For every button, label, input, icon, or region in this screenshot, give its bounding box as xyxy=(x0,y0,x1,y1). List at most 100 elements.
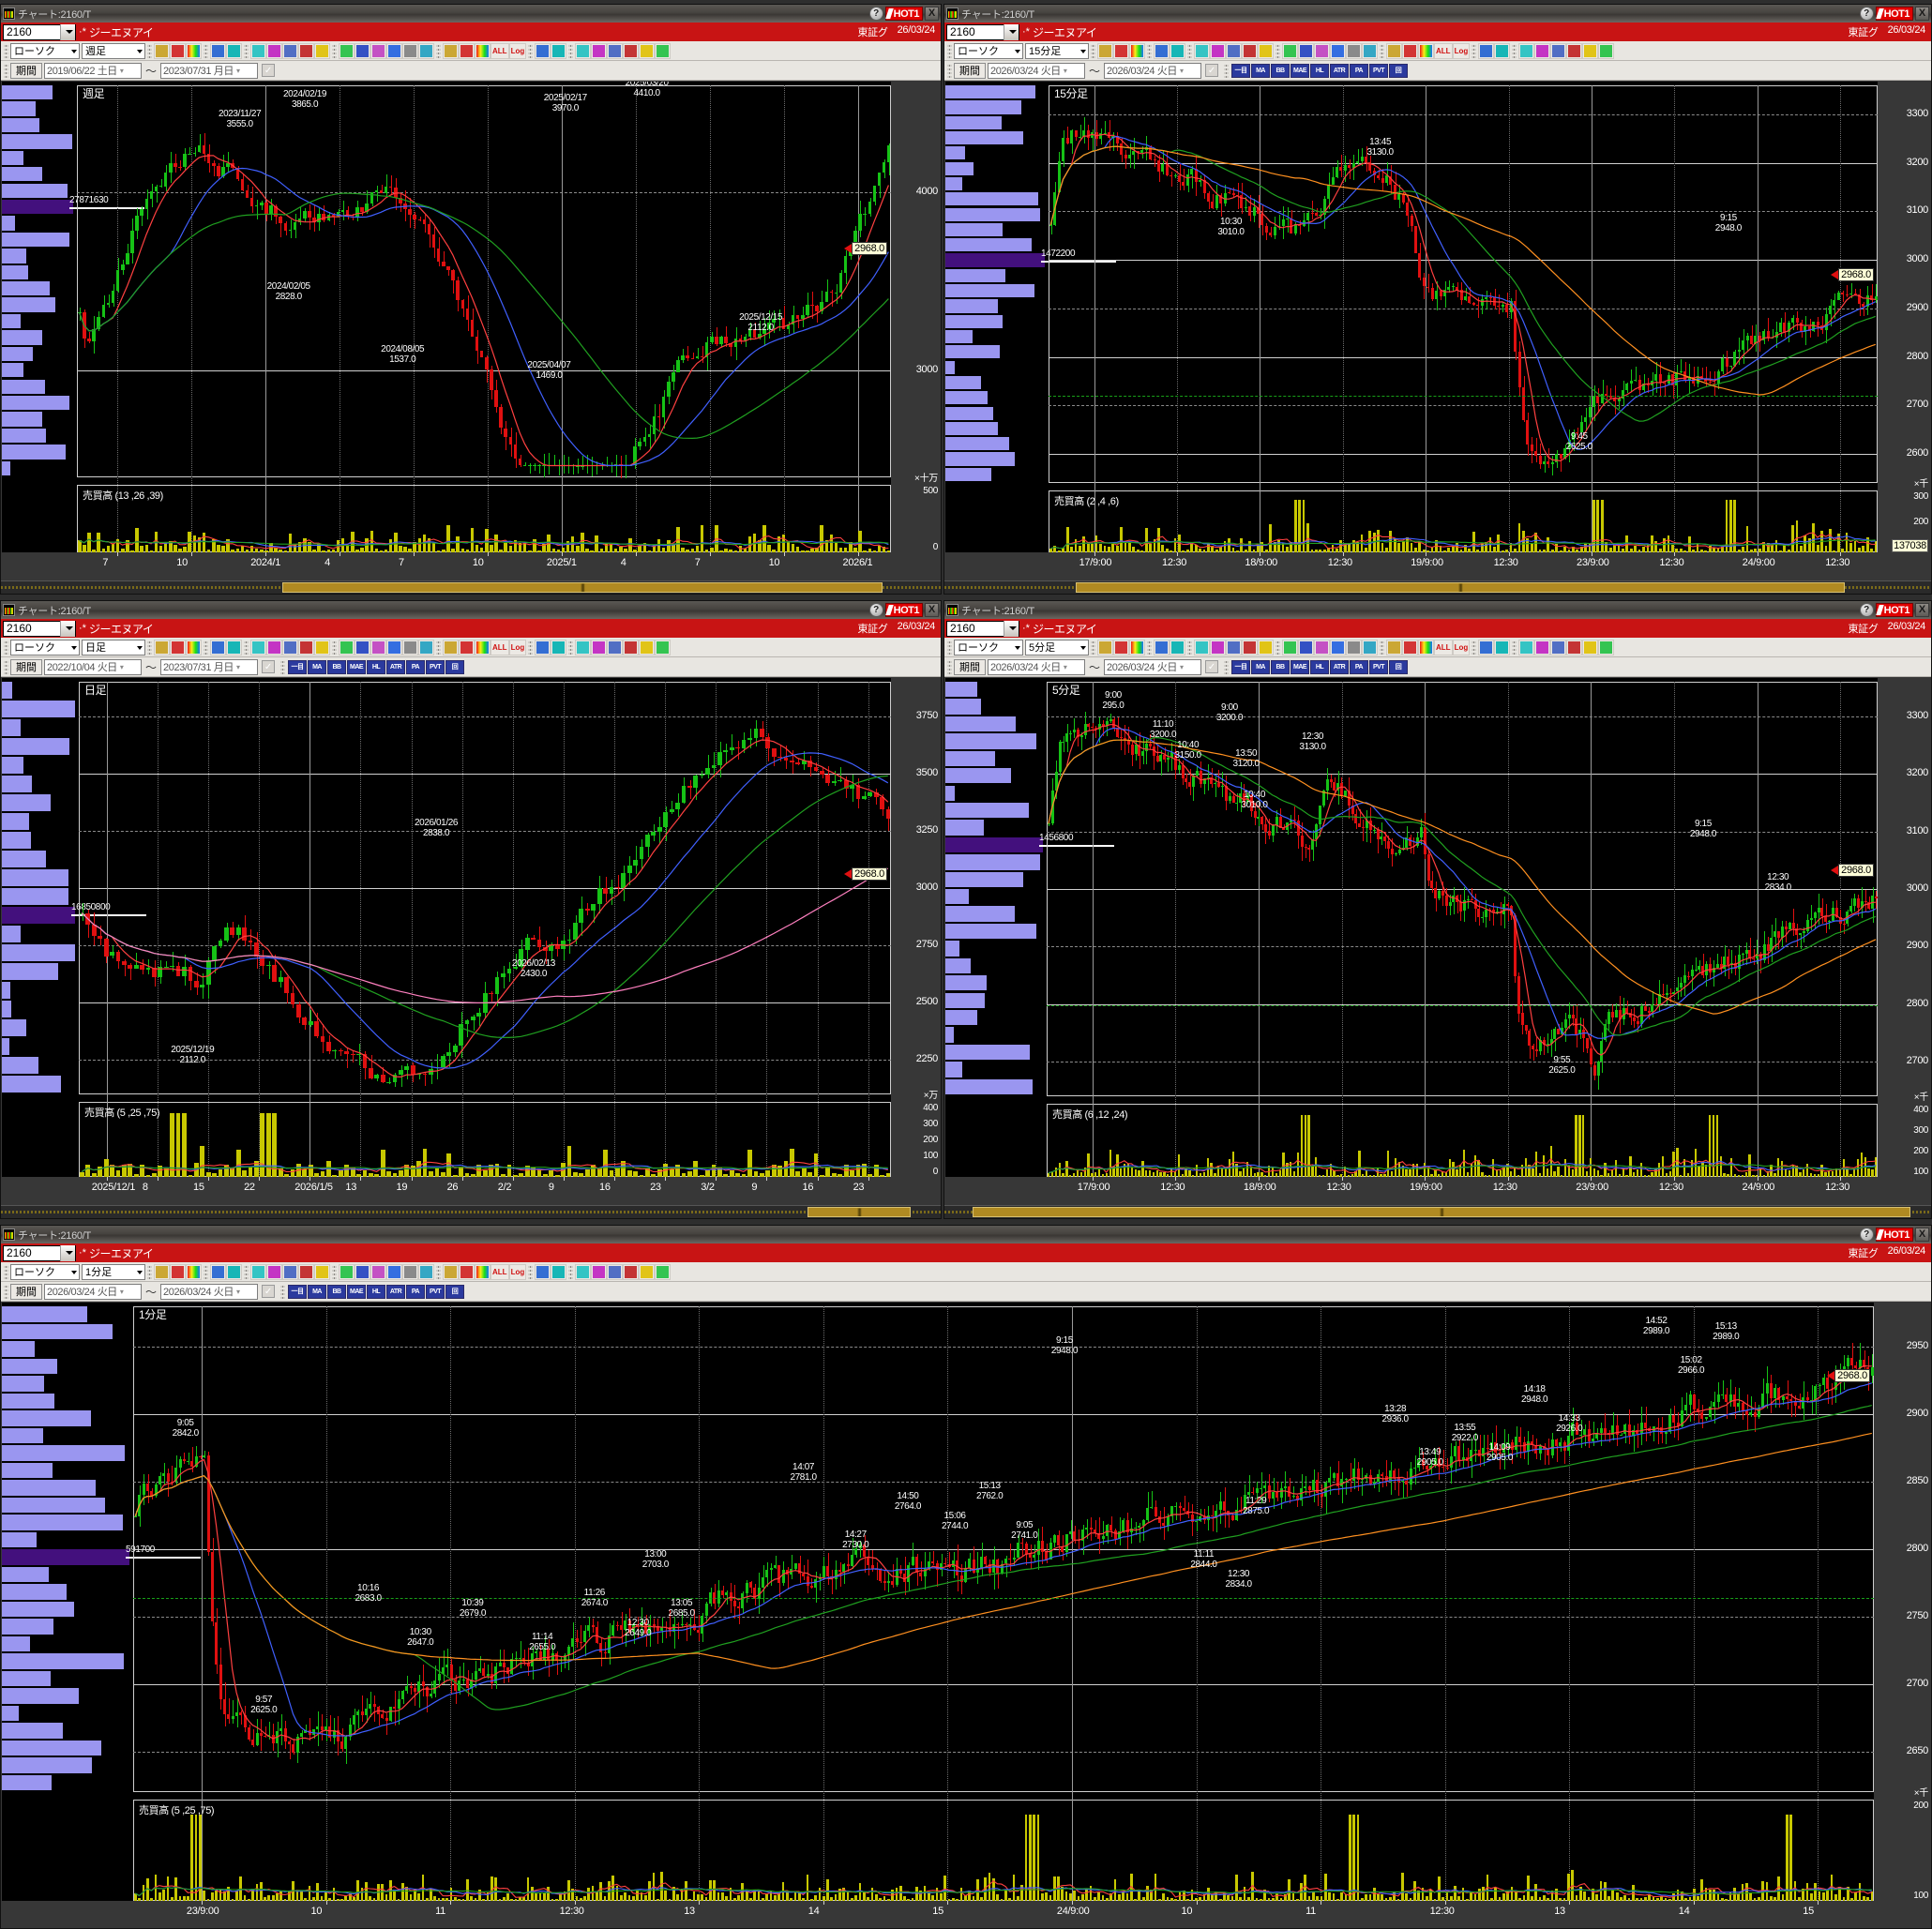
indicator-PVT[interactable]: PVT xyxy=(1369,659,1389,674)
date-from-input[interactable]: 2026/03/24 火日 ▾ xyxy=(988,658,1085,675)
all-icon[interactable] xyxy=(1418,639,1434,656)
list-icon[interactable] xyxy=(1518,42,1535,59)
note-icon[interactable] xyxy=(402,1263,418,1280)
toolbar-row-1[interactable]: ローソク 1分足 ALL Log xyxy=(1,1262,1931,1282)
indicator-MA[interactable]: MA xyxy=(308,1284,327,1299)
split-v-icon[interactable] xyxy=(443,42,459,59)
apply-checkbox[interactable]: ✓ xyxy=(262,660,276,673)
layout1-icon[interactable] xyxy=(1534,42,1551,59)
tool-log-button[interactable]: Log xyxy=(508,42,527,59)
pen-icon[interactable] xyxy=(1113,42,1129,59)
compare-icon[interactable] xyxy=(1242,639,1258,656)
layout5-icon[interactable] xyxy=(655,1263,672,1280)
pointer-icon[interactable] xyxy=(1314,42,1330,59)
indicator-ATR[interactable]: ATR xyxy=(1330,659,1350,674)
indicator-PA[interactable]: PA xyxy=(1350,659,1369,674)
pen-icon[interactable] xyxy=(170,1263,186,1280)
titlebar[interactable]: チャート:2160/T ? HOT1 X xyxy=(1,601,941,619)
scroll-thumb[interactable] xyxy=(282,582,883,593)
toolbar-row-2[interactable]: 期間 2026/03/24 火日 ▾ ～ 2026/03/24 火日 ▾ ✓ 一目 MA BB MA… xyxy=(944,61,1931,81)
symbol-dropdown-icon[interactable] xyxy=(60,620,75,637)
compare-icon[interactable] xyxy=(1242,42,1258,59)
indicator-BB[interactable]: BB xyxy=(1271,63,1291,78)
window-icon[interactable] xyxy=(226,42,242,59)
layout4-icon[interactable] xyxy=(639,1263,656,1280)
layout3-icon[interactable] xyxy=(623,639,640,656)
layout2-icon[interactable] xyxy=(607,42,624,59)
chevron-down-icon[interactable]: ▾ xyxy=(119,662,124,671)
split-v-icon[interactable] xyxy=(1386,639,1402,656)
bars-icon[interactable] xyxy=(282,42,298,59)
compare-icon[interactable] xyxy=(298,1263,314,1280)
symbol-input[interactable]: 2160 xyxy=(946,23,1019,40)
date-from-input[interactable]: 2019/06/22 土日 ▾ xyxy=(44,62,142,79)
split-v-icon[interactable] xyxy=(443,639,459,656)
pen-icon[interactable] xyxy=(170,42,186,59)
log-icon[interactable] xyxy=(535,42,551,59)
bars-icon[interactable] xyxy=(1226,639,1242,656)
cursor-down-icon[interactable] xyxy=(250,1263,266,1280)
help-button[interactable]: ? xyxy=(1859,1228,1874,1242)
layout1-icon[interactable] xyxy=(591,639,608,656)
tool-all-button[interactable]: ALL xyxy=(491,42,509,59)
chart-type-select[interactable]: ローソク xyxy=(10,1263,80,1280)
chart-window-daily[interactable]: チャート:2160/T ? HOT1 X 2160 ·* ジーエヌアイ 東証グ … xyxy=(0,600,942,1219)
pen-icon[interactable] xyxy=(170,639,186,656)
window-icon[interactable] xyxy=(226,1263,242,1280)
indicator-ATR[interactable]: ATR xyxy=(386,659,406,674)
period-button[interactable]: 期間 xyxy=(10,62,42,79)
indicator-PA[interactable]: PA xyxy=(406,659,426,674)
trash-icon[interactable] xyxy=(418,1263,434,1280)
timeframe-select[interactable]: 15分足 xyxy=(1025,42,1089,59)
warning-icon[interactable] xyxy=(314,1263,330,1280)
layout4-icon[interactable] xyxy=(1582,639,1599,656)
indicator-ATR[interactable]: ATR xyxy=(1330,63,1350,78)
symbol-input[interactable]: 2160 xyxy=(946,620,1019,637)
back-arrow-icon[interactable] xyxy=(1330,42,1346,59)
chart-window-weekly[interactable]: チャート:2160/T ? HOT1 X 2160 ·* ジーエヌアイ 東証グ … xyxy=(0,4,942,595)
window-icon[interactable] xyxy=(1170,639,1185,656)
indicator-BB[interactable]: BB xyxy=(327,1284,347,1299)
layout1-icon[interactable] xyxy=(591,1263,608,1280)
note-icon[interactable] xyxy=(402,42,418,59)
magnify2-icon[interactable] xyxy=(1210,42,1226,59)
rainbow-icon[interactable] xyxy=(186,42,202,59)
symbol-dropdown-icon[interactable] xyxy=(60,1244,75,1261)
compare-icon[interactable] xyxy=(298,639,314,656)
compare-icon[interactable] xyxy=(298,42,314,59)
date-from-input[interactable]: 2026/03/24 火日 ▾ xyxy=(44,1283,142,1300)
titlebar[interactable]: チャート:2160/T ? HOT1 X xyxy=(1,1226,1931,1243)
tool-log-button[interactable]: Log xyxy=(1452,639,1471,656)
layout4-icon[interactable] xyxy=(639,42,656,59)
symbol-dropdown-icon[interactable] xyxy=(60,23,75,40)
chevron-down-icon[interactable] xyxy=(137,1270,143,1274)
help-button[interactable]: ? xyxy=(1859,7,1874,21)
indicator-PVT[interactable]: PVT xyxy=(426,659,445,674)
highlighter-icon[interactable] xyxy=(339,42,355,59)
toolbar-row-2[interactable]: 期間 2026/03/24 火日 ▾ ～ 2026/03/24 火日 ▾ ✓ 一目 MA BB MA… xyxy=(1,1282,1931,1302)
chevron-down-icon[interactable]: ▾ xyxy=(119,1287,124,1296)
period-button[interactable]: 期間 xyxy=(954,658,986,675)
indicator-HL[interactable]: HL xyxy=(367,1284,386,1299)
timeframe-select[interactable]: 日足 xyxy=(82,639,145,656)
toolbar-row-1[interactable]: ローソク 5分足 ALL Log xyxy=(944,638,1931,657)
crosshair-icon[interactable] xyxy=(154,1263,170,1280)
indicator-一目[interactable]: 一目 xyxy=(1231,659,1251,674)
chevron-down-icon[interactable] xyxy=(137,645,143,650)
arrow-icon[interactable] xyxy=(355,42,370,59)
indicator-HL[interactable]: HL xyxy=(367,659,386,674)
split-v-icon[interactable] xyxy=(443,1263,459,1280)
zoom-icon[interactable] xyxy=(1154,639,1170,656)
indicator-MAE[interactable]: MAE xyxy=(1291,63,1310,78)
chart-window-min15[interactable]: チャート:2160/T ? HOT1 X 2160 ·* ジーエヌアイ 東証グ … xyxy=(943,4,1932,595)
cursor-down-icon[interactable] xyxy=(1194,639,1210,656)
magnify2-icon[interactable] xyxy=(266,1263,282,1280)
log-icon[interactable] xyxy=(1478,639,1495,656)
chevron-down-icon[interactable] xyxy=(137,49,143,53)
list-icon[interactable] xyxy=(575,42,592,59)
apply-checkbox[interactable]: ✓ xyxy=(262,64,276,77)
chart-plot-min15[interactable]: 1472200 3300 3200 3100 3000 2900 2800 2700 2600 ×… xyxy=(945,82,1930,579)
crosshair-icon[interactable] xyxy=(1097,42,1113,59)
chart-plot-min1[interactable]: 591700 2950 2900 2850 2800 2750 2700 2650 ×千 200 1… xyxy=(2,1303,1930,1927)
layout5-icon[interactable] xyxy=(655,639,672,656)
